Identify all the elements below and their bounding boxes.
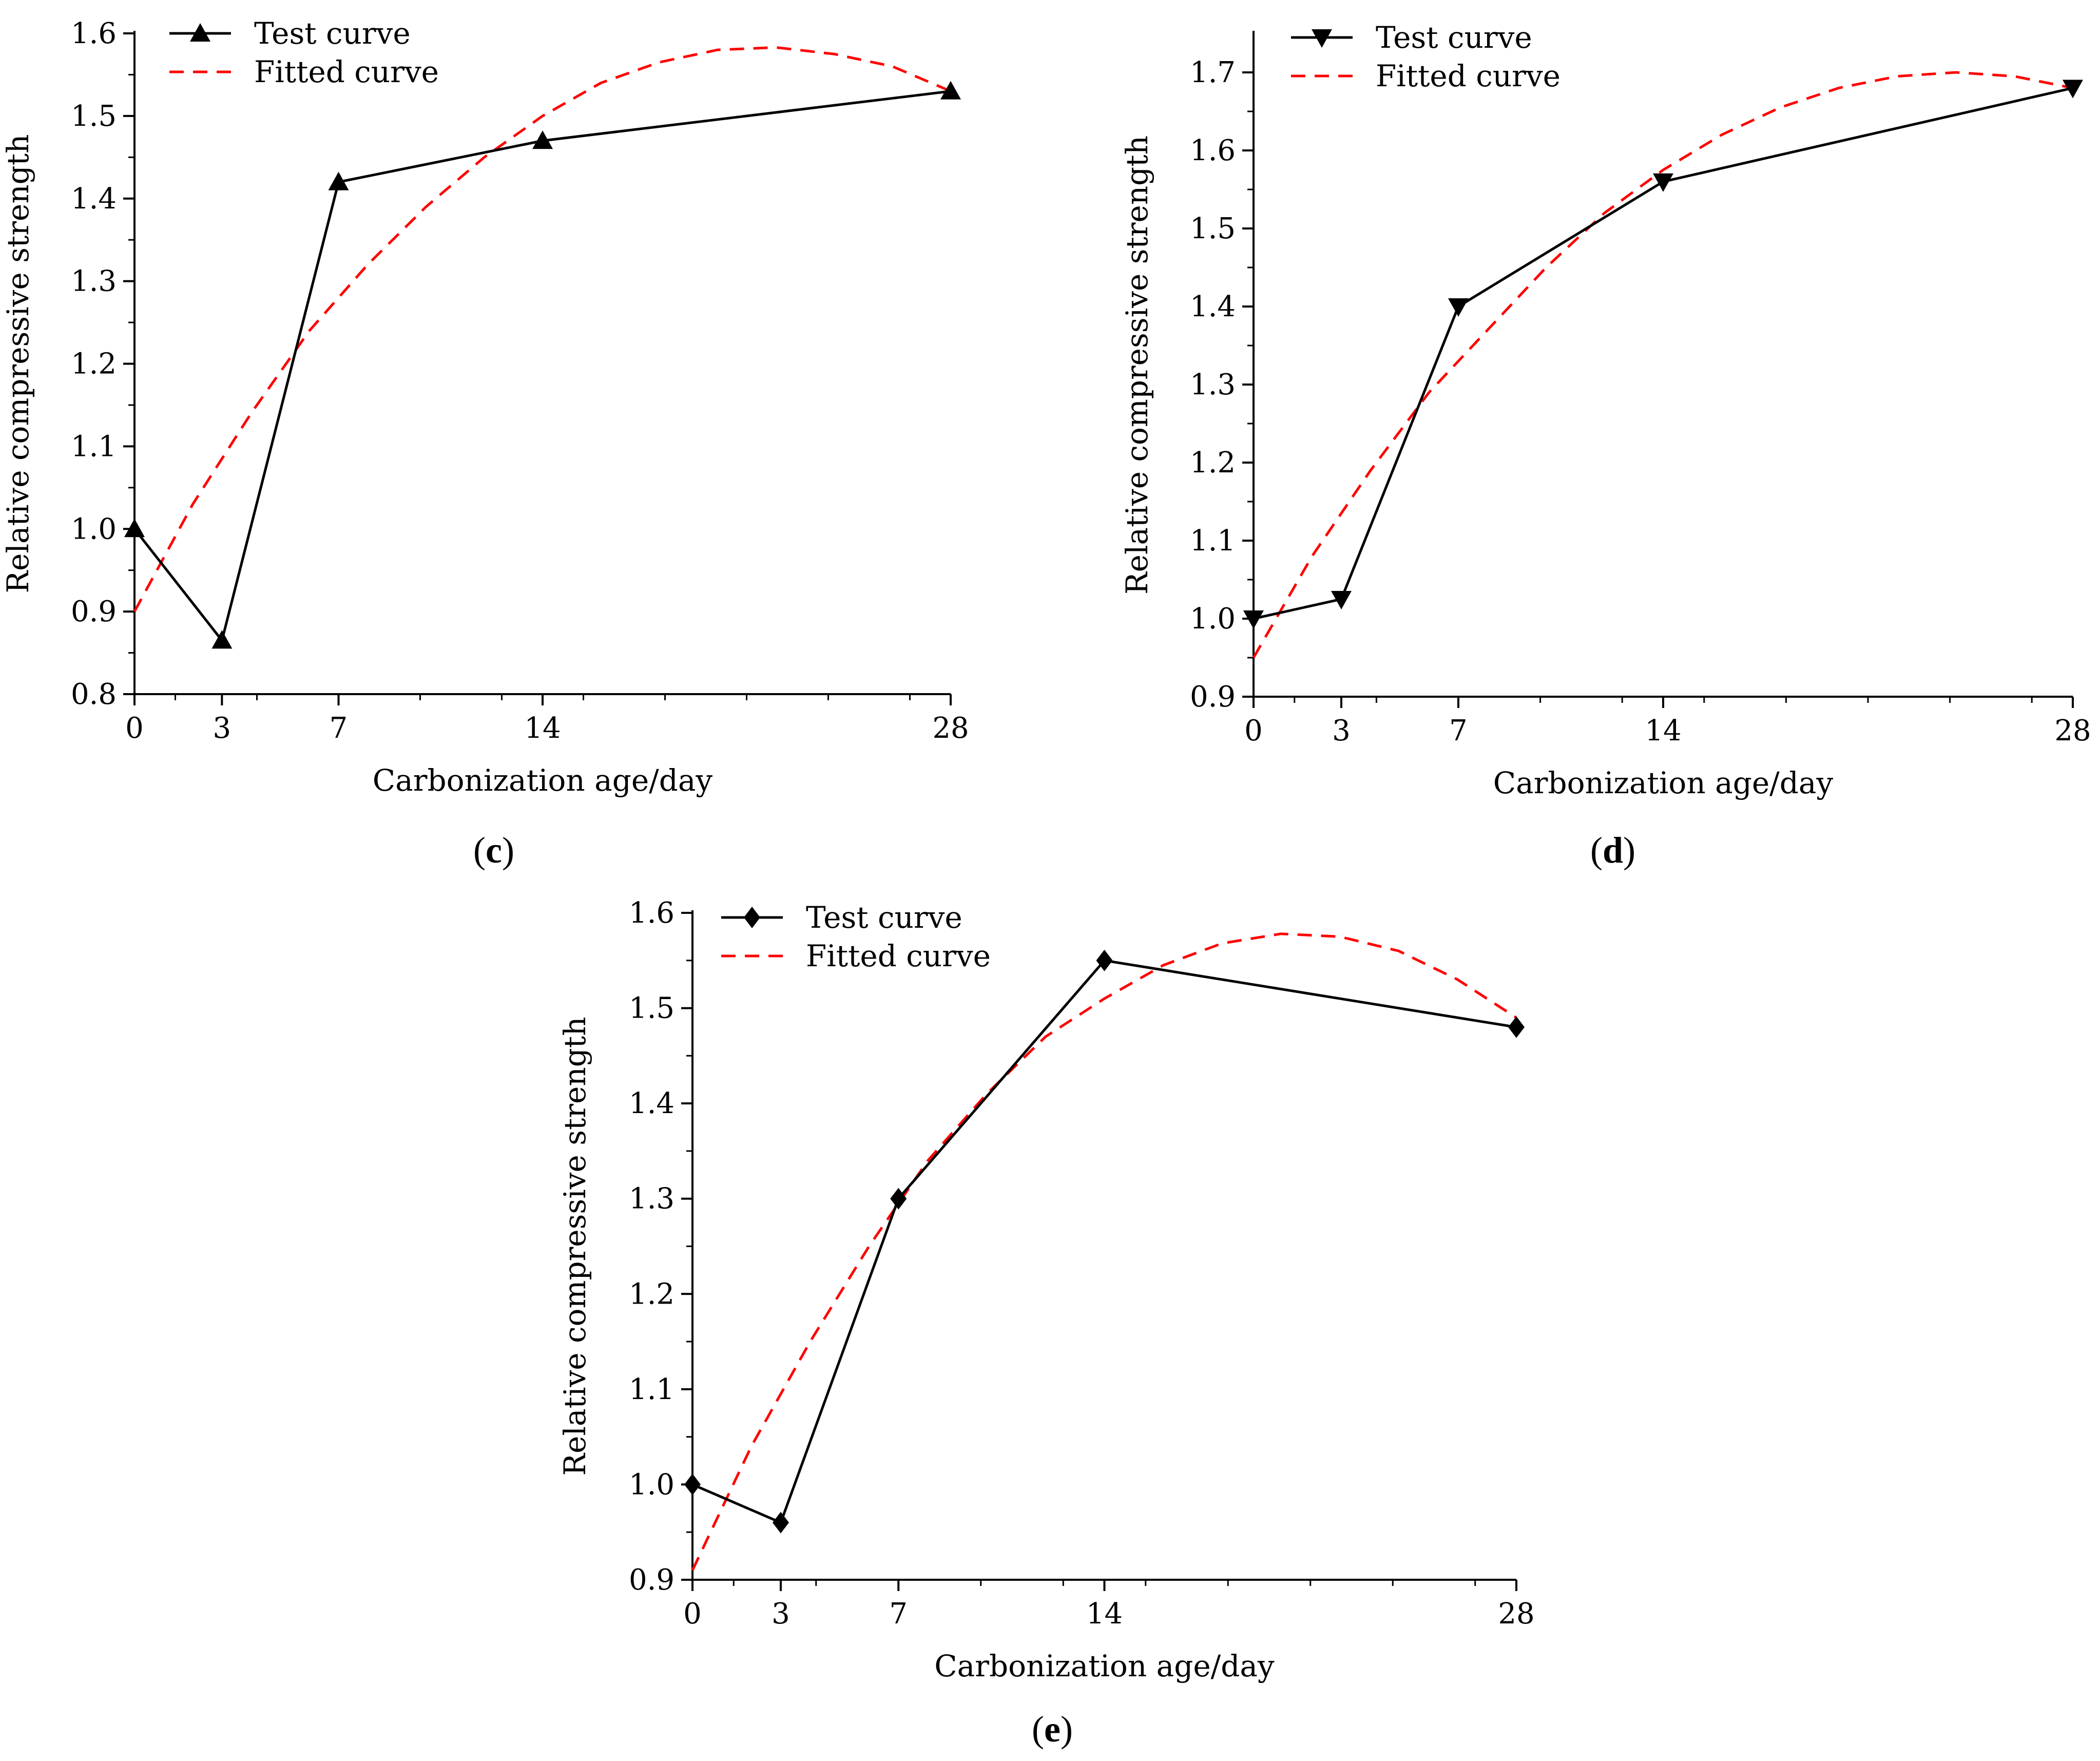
legend-fitted-label: Fitted curve — [254, 54, 439, 89]
y-tick-label: 1.5 — [71, 100, 117, 133]
y-tick-label: 1.2 — [1190, 446, 1236, 480]
y-tick-label: 1.6 — [71, 17, 117, 50]
test-curve-point — [532, 130, 553, 149]
test-curve-point — [328, 171, 349, 190]
y-tick-label: 1.1 — [1190, 524, 1236, 558]
x-tick-label: 0 — [1244, 714, 1263, 748]
test-curve-point — [1448, 298, 1469, 317]
y-tick-label: 1.6 — [1190, 134, 1236, 167]
y-tick-label: 1.3 — [629, 1182, 675, 1216]
y-tick-label: 1.2 — [71, 348, 117, 381]
fitted-curve-line — [691, 932, 1517, 1571]
x-tick-label: 7 — [330, 712, 348, 745]
y-tick-label: 1.4 — [71, 182, 117, 216]
x-axis-title: Carbonization age/day — [1493, 765, 1834, 800]
test-curve-point — [1653, 173, 1673, 192]
x-tick-label: 0 — [683, 1597, 702, 1631]
panel-caption: (d) — [1590, 830, 1635, 871]
test-curve-point — [1508, 1016, 1525, 1038]
test-curve-point — [124, 519, 145, 538]
y-tick-label: 1.5 — [1190, 212, 1236, 245]
test-curve-point — [772, 1511, 789, 1534]
test-curve-line — [133, 90, 951, 643]
legend-test-label: Test curve — [1376, 20, 1532, 55]
y-tick-label: 1.5 — [629, 992, 675, 1025]
x-tick-label: 14 — [524, 712, 561, 745]
x-tick-label: 28 — [1498, 1597, 1534, 1631]
y-tick-label: 1.3 — [1190, 368, 1236, 401]
y-tick-label: 1.0 — [71, 512, 117, 546]
y-tick-label: 1.4 — [629, 1087, 675, 1120]
legend-test-marker — [1312, 29, 1332, 48]
x-tick-label: 28 — [2054, 714, 2091, 748]
y-tick-label: 1.0 — [629, 1468, 675, 1501]
x-tick-label: 28 — [932, 712, 969, 745]
test-curve-line — [1253, 86, 2073, 620]
x-tick-label: 14 — [1086, 1597, 1123, 1631]
y-tick-label: 0.8 — [71, 678, 117, 711]
y-tick-label: 1.3 — [71, 265, 117, 298]
fitted-curve-line — [133, 46, 951, 612]
y-axis-title: Relative compressive strength — [1120, 136, 1154, 595]
panel-caption-letter: d — [1603, 830, 1623, 871]
x-axis-title: Carbonization age/day — [373, 763, 713, 798]
chart-panel-c: 0.8 0.9 1.0 1.1 1.2 1.3 1.4 1.5 1.6 0 3 7 14 28 Carbon… — [1, 16, 969, 871]
y-tick-label: 0.9 — [1190, 680, 1236, 714]
x-tick-label: 3 — [213, 712, 232, 745]
panel-caption: (e) — [1032, 1709, 1073, 1750]
y-tick-label: 1.2 — [629, 1277, 675, 1311]
y-tick-label: 1.1 — [629, 1373, 675, 1406]
y-axis-title: Relative compressive strength — [557, 1017, 592, 1476]
x-axis-title: Carbonization age/day — [934, 1649, 1275, 1683]
x-tick-label: 7 — [1449, 714, 1468, 748]
y-tick-label: 1.0 — [1190, 602, 1236, 636]
legend-test-marker — [744, 907, 760, 928]
test-curve-point — [1331, 591, 1352, 609]
y-tick-label: 0.9 — [629, 1563, 675, 1597]
test-curve-point — [1096, 949, 1113, 971]
x-tick-label: 7 — [889, 1597, 908, 1631]
test-curve-point — [940, 81, 961, 100]
legend-test-marker — [190, 23, 210, 42]
panel-caption: (c) — [473, 830, 514, 871]
test-curve-point — [684, 1473, 701, 1496]
legend-test-label: Test curve — [806, 900, 962, 935]
chart-panel-e: 0.9 1.0 1.1 1.2 1.3 1.4 1.5 1.6 0 3 7 14 28 Carboniza… — [557, 896, 1535, 1750]
x-tick-label: 3 — [772, 1597, 790, 1631]
x-tick-label: 0 — [125, 712, 144, 745]
y-tick-label: 1.7 — [1190, 56, 1236, 89]
legend-test-label: Test curve — [254, 16, 411, 51]
y-tick-label: 1.4 — [1190, 290, 1236, 323]
test-curve-line — [692, 959, 1517, 1525]
test-curve-point — [890, 1188, 907, 1210]
y-tick-label: 0.9 — [71, 595, 117, 628]
test-curve-point — [211, 630, 233, 649]
x-tick-label: 14 — [1645, 714, 1681, 748]
legend-fitted-label: Fitted curve — [806, 939, 991, 973]
y-tick-label: 1.1 — [71, 430, 117, 463]
panel-caption-letter: e — [1044, 1709, 1061, 1750]
test-curve-point — [1243, 610, 1264, 629]
x-tick-label: 3 — [1332, 714, 1351, 748]
y-tick-label: 1.6 — [629, 896, 675, 930]
panel-caption-letter: c — [486, 830, 502, 871]
y-axis-title: Relative compressive strength — [1, 135, 35, 594]
chart-panel-d: 0.9 1.0 1.1 1.2 1.3 1.4 1.5 1.6 1.7 0 3 7 14 28 Carbon… — [1120, 20, 2091, 871]
test-curve-point — [2063, 80, 2083, 99]
legend-fitted-label: Fitted curve — [1376, 59, 1560, 93]
fitted-curve-line — [1252, 71, 2073, 659]
